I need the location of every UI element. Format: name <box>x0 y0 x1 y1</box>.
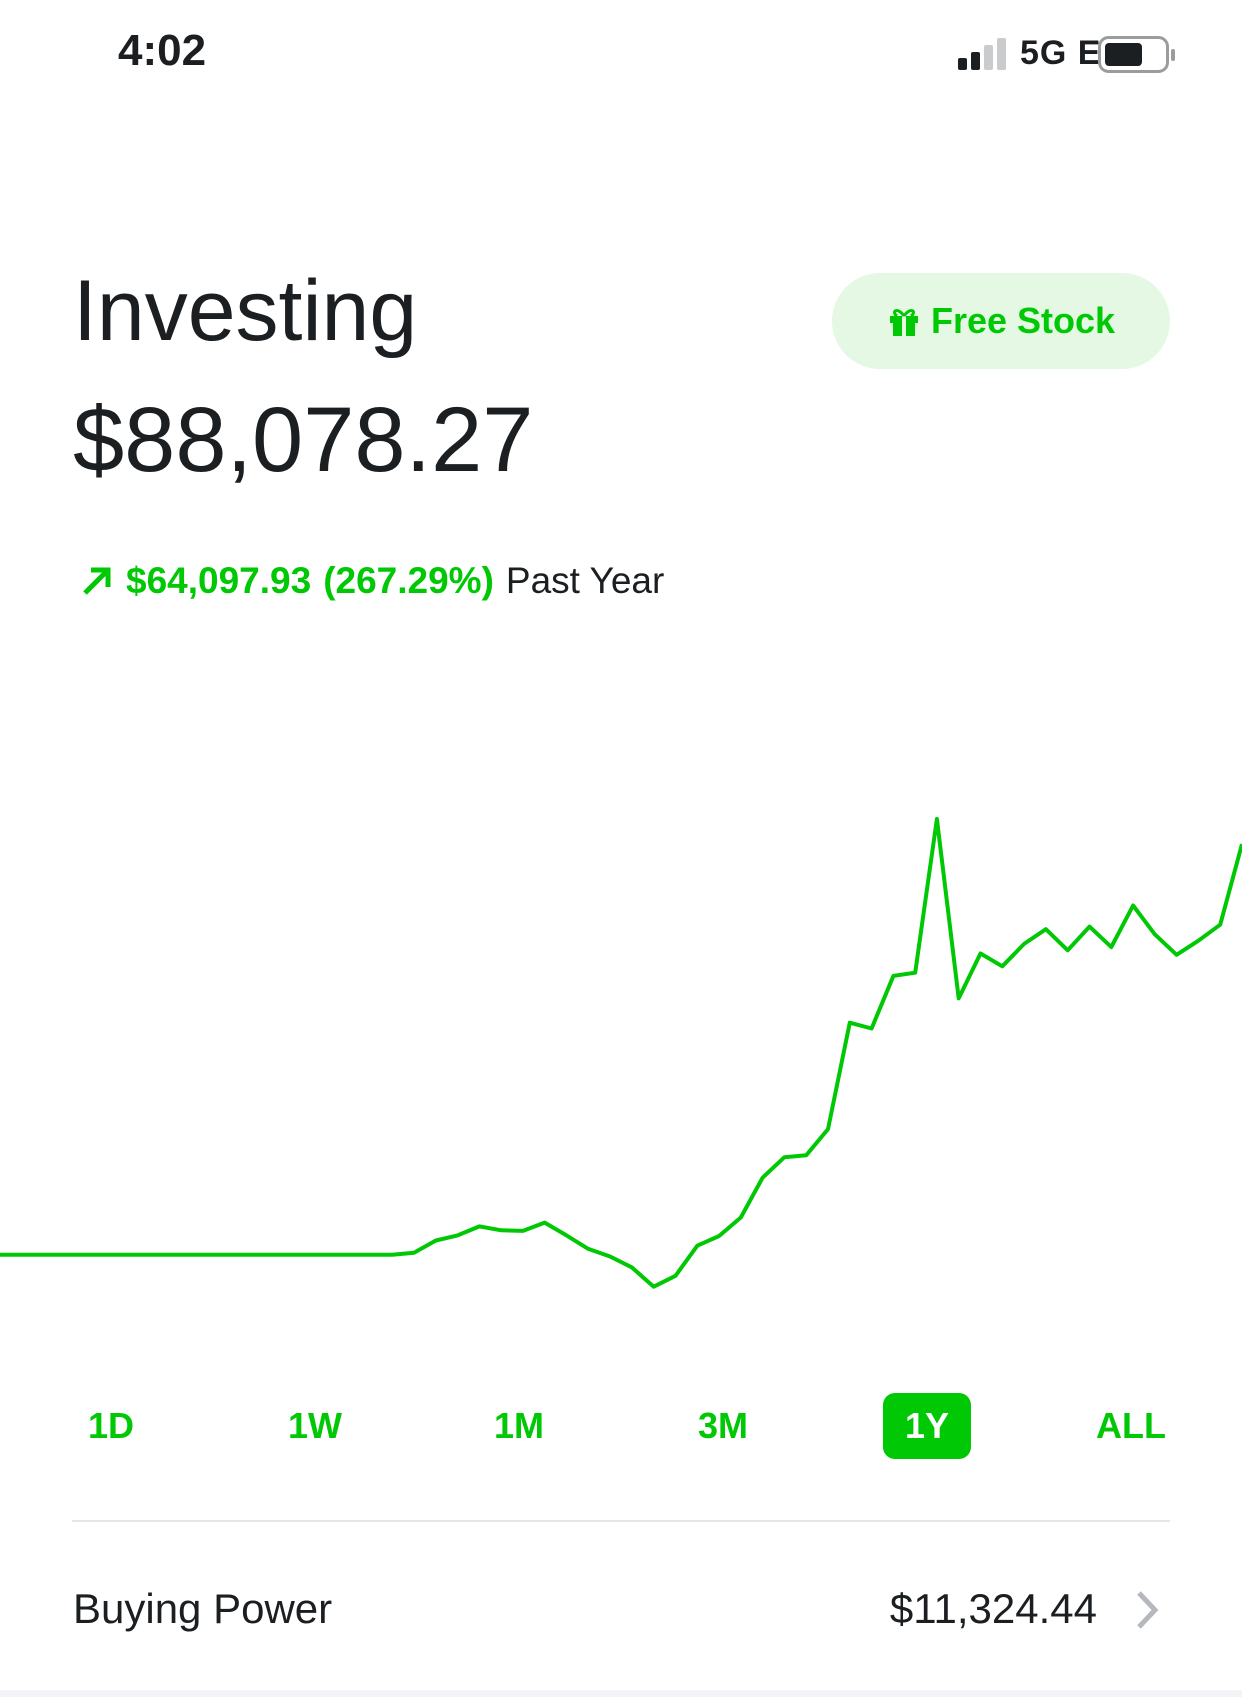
range-button[interactable]: 1D <box>87 1405 135 1446</box>
free-stock-button[interactable]: Free Stock <box>832 273 1170 369</box>
change-row: $64,097.93 (267.29%) Past Year <box>80 560 664 602</box>
portfolio-value: $88,078.27 <box>73 389 534 491</box>
signal-icon <box>958 38 1006 70</box>
range-button[interactable]: ALL <box>1096 1405 1166 1446</box>
range-button[interactable]: 1M <box>493 1405 545 1446</box>
divider <box>72 1520 1170 1522</box>
range-button[interactable]: 3M <box>697 1405 749 1446</box>
chart <box>0 817 1242 1289</box>
range-button[interactable]: 1W <box>288 1405 342 1446</box>
up-arrow <box>83 567 111 595</box>
buying-power-value[interactable]: $11,324.44 <box>889 1585 1097 1632</box>
network-type: 5G E <box>1020 34 1102 72</box>
chevron[interactable] <box>1132 1588 1162 1632</box>
portfolio-line <box>0 817 1242 1289</box>
change-percent: (267.29%) <box>323 560 494 601</box>
change-amount: $64,097.93 <box>126 560 312 601</box>
status-time: 4:02 <box>118 26 207 75</box>
range-button[interactable]: 1Y <box>882 1393 972 1459</box>
battery-icon <box>1098 36 1175 73</box>
gift-icon <box>889 309 918 336</box>
free-stock-label: Free Stock <box>930 300 1116 341</box>
range-selector: 1D 1W 1M 3M 1Y ALL <box>40 1393 1202 1459</box>
bottom-strip <box>0 1690 1242 1697</box>
change-period: Past Year <box>505 560 665 601</box>
page-title: Investing <box>73 263 418 359</box>
buying-power-label[interactable]: Buying Power <box>73 1585 333 1632</box>
